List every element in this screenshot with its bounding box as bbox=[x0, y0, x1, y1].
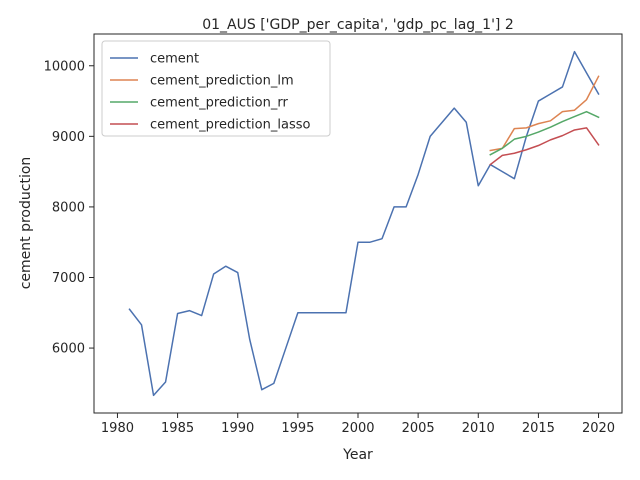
legend-items: cement cement_prediction_lm cement_predict… bbox=[110, 52, 310, 133]
series-line-3 bbox=[489, 127, 600, 166]
legend-frame bbox=[101, 40, 331, 137]
series-lines bbox=[128, 50, 600, 397]
y-axis-ticks: 6000 7000 8000 9000 10000 bbox=[44, 59, 94, 357]
x-tick-label: 2005 bbox=[402, 421, 435, 436]
legend: cement cement_prediction_lm cement_predict… bbox=[101, 40, 331, 137]
series-line-1 bbox=[489, 75, 600, 152]
x-tick-label: 1985 bbox=[161, 421, 194, 436]
series-line-0 bbox=[128, 50, 600, 397]
legend-label-3: cement_prediction_lasso bbox=[150, 118, 310, 133]
x-axis-ticks: 1980 1985 1990 1995 2000 2005 2010 2015 2020 bbox=[101, 413, 615, 436]
y-axis-label: cement production bbox=[18, 157, 34, 290]
x-axis-label: Year bbox=[342, 447, 373, 463]
x-tick-label: 2010 bbox=[462, 421, 495, 436]
legend-label-2: cement_prediction_rr bbox=[150, 96, 288, 111]
y-tick-label: 6000 bbox=[52, 342, 85, 357]
x-tick-label: 2015 bbox=[522, 421, 555, 436]
y-tick-label: 7000 bbox=[52, 271, 85, 286]
legend-label-1: cement_prediction_lm bbox=[150, 74, 294, 89]
x-tick-label: 1980 bbox=[101, 421, 134, 436]
x-tick-label: 2020 bbox=[582, 421, 615, 436]
x-tick-label: 2000 bbox=[341, 421, 374, 436]
series-line-2 bbox=[489, 110, 600, 156]
chart-title: 01_AUS ['GDP_per_capita', 'gdp_pc_lag_1'… bbox=[202, 17, 514, 33]
y-tick-label: 8000 bbox=[52, 200, 85, 215]
y-tick-label: 10000 bbox=[44, 59, 85, 74]
y-tick-label: 9000 bbox=[52, 130, 85, 145]
legend-label-0: cement bbox=[150, 52, 199, 67]
x-tick-label: 1995 bbox=[281, 421, 314, 436]
x-tick-label: 1990 bbox=[221, 421, 254, 436]
